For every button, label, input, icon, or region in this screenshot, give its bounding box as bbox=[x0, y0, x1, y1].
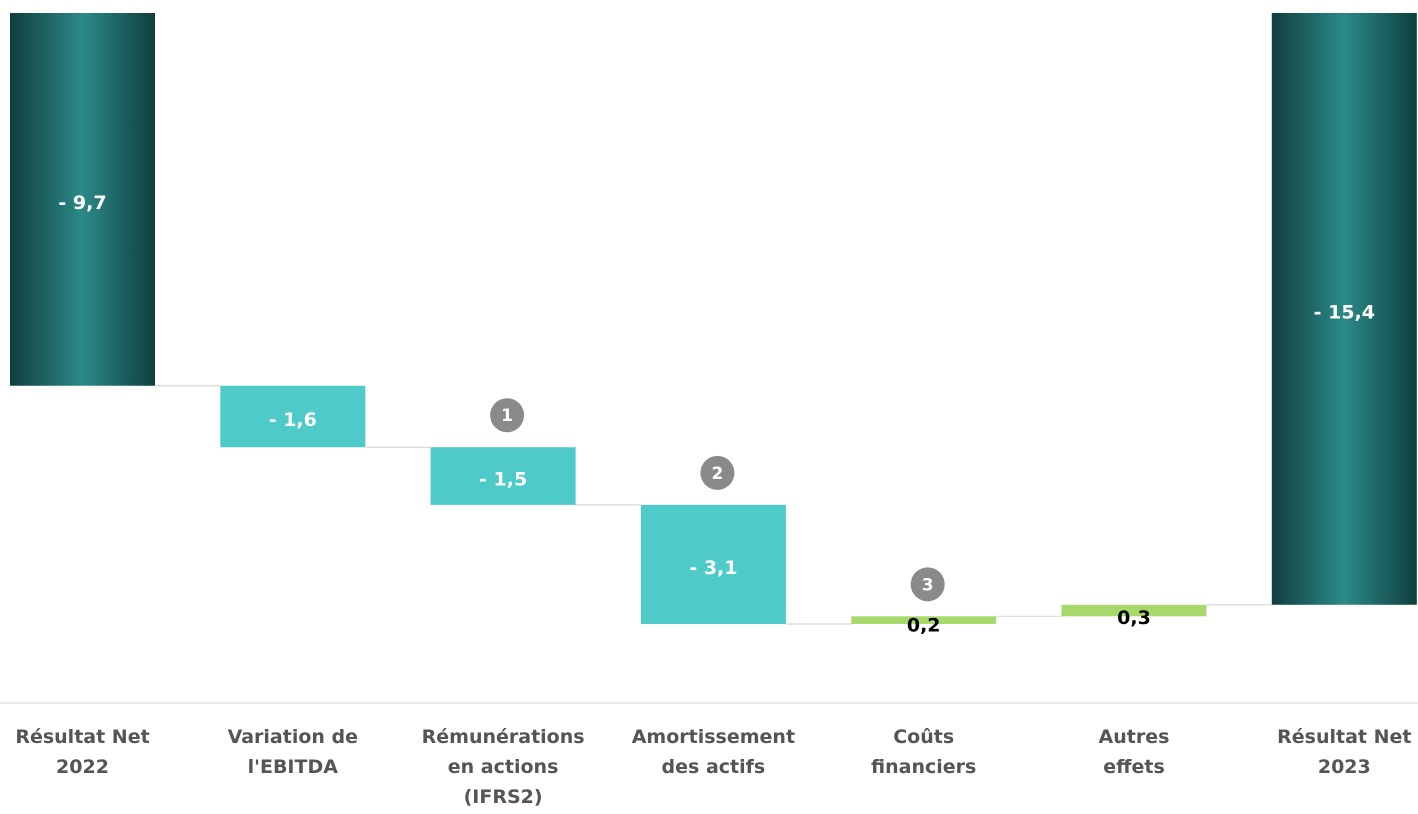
annotation-badge bbox=[700, 455, 735, 490]
bar bbox=[1271, 13, 1417, 605]
value-label: - 1,6 bbox=[269, 409, 317, 431]
x-tick-label: Autres effets bbox=[1098, 726, 1170, 778]
x-tick-label: Amortissement des actifs bbox=[631, 726, 796, 778]
x-tick-label: Résultat Net 2023 bbox=[1277, 726, 1412, 778]
value-label: - 15,4 bbox=[1314, 301, 1375, 323]
annotation-badge bbox=[490, 398, 525, 433]
x-tick-label: Rémunérations en actions (IFRS2) bbox=[421, 726, 585, 808]
x-tick-label: Résultat Net 2022 bbox=[15, 726, 150, 778]
value-label: 0,3 bbox=[1117, 607, 1151, 629]
annotation: 1 bbox=[501, 406, 513, 426]
x-tick-label: Coûts financiers bbox=[871, 726, 977, 778]
value-label: - 1,5 bbox=[479, 469, 527, 491]
value-label: - 9,7 bbox=[58, 192, 106, 214]
x-tick-label: Variation de l'EBITDA bbox=[227, 726, 359, 778]
value-label: - 3,1 bbox=[689, 557, 737, 579]
annotation-badge bbox=[910, 567, 945, 602]
bar bbox=[640, 504, 786, 624]
bar bbox=[10, 13, 155, 386]
value-label: 0,2 bbox=[907, 615, 941, 637]
bar bbox=[1061, 604, 1207, 617]
annotation: 3 bbox=[922, 575, 934, 595]
bar bbox=[220, 385, 366, 448]
bar bbox=[851, 616, 997, 624]
bar bbox=[430, 447, 576, 505]
annotation: 2 bbox=[711, 464, 723, 484]
